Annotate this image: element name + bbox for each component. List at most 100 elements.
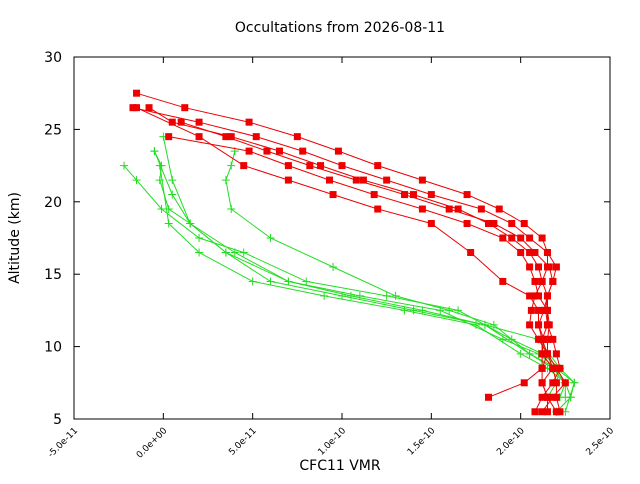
data-point (155, 176, 164, 185)
data-point (334, 147, 342, 155)
data-point (346, 291, 355, 300)
data-point (561, 379, 569, 387)
series-red-3 (165, 133, 569, 416)
data-point (549, 277, 557, 285)
data-point (222, 133, 230, 141)
data-point (552, 408, 560, 416)
data-point (245, 147, 253, 155)
y-tick-label: 15 (44, 267, 62, 283)
data-point (150, 147, 159, 156)
data-point (177, 118, 185, 126)
data-point (526, 321, 534, 329)
data-point (526, 263, 534, 271)
data-point (245, 118, 253, 126)
series-line (148, 107, 561, 412)
data-point (526, 248, 534, 256)
series-red-0 (133, 104, 551, 416)
data-point (306, 162, 314, 170)
x-tick-label: 2.5e-10 (585, 426, 617, 458)
data-point (418, 306, 427, 315)
data-point (157, 161, 166, 170)
data-point (535, 321, 543, 329)
data-point (552, 350, 560, 358)
data-point (516, 349, 525, 358)
data-point (195, 118, 203, 126)
data-point (352, 176, 360, 184)
data-point (284, 277, 293, 286)
series-line (181, 121, 561, 413)
data-point (556, 364, 564, 372)
data-point (538, 393, 546, 401)
series-line (159, 165, 572, 413)
data-point (538, 364, 546, 372)
data-point (168, 176, 177, 185)
series-green-2 (155, 161, 575, 416)
data-point (467, 248, 475, 256)
data-point (427, 191, 435, 199)
x-axis-label: CFC11 VMR (299, 458, 381, 474)
data-point (409, 191, 417, 199)
data-point (383, 176, 391, 184)
x-tick-label: -5.0e-11 (46, 426, 80, 460)
series-red-2 (129, 104, 560, 416)
data-point (263, 147, 271, 155)
data-point (164, 219, 173, 228)
data-point (284, 162, 292, 170)
data-point (499, 234, 507, 242)
series-line (168, 136, 566, 413)
data-point (445, 205, 453, 213)
data-point (543, 335, 551, 343)
x-tick-label: 1.0e-10 (317, 426, 349, 458)
series-red-1 (145, 104, 564, 416)
data-point (490, 220, 498, 228)
data-point (359, 176, 367, 184)
data-point (527, 306, 535, 314)
data-point (520, 379, 528, 387)
data-point (427, 220, 435, 228)
data-point (538, 408, 546, 416)
data-point (320, 291, 329, 300)
series-line (136, 107, 548, 412)
data-point (418, 176, 426, 184)
data-point (531, 248, 539, 256)
x-tick-label: 0.0e+00 (135, 426, 170, 461)
series-line (162, 136, 575, 413)
data-point (543, 321, 551, 329)
data-point (165, 133, 173, 141)
data-point (477, 205, 485, 213)
data-point (552, 263, 560, 271)
data-point (526, 234, 534, 242)
x-tick-label: 2.0e-10 (495, 426, 527, 458)
series-line (132, 107, 557, 413)
data-point (543, 393, 551, 401)
series-green-0 (159, 132, 579, 416)
data-point (293, 133, 301, 141)
data-point (543, 350, 551, 358)
data-point (240, 162, 248, 170)
data-point (329, 191, 337, 199)
data-point (549, 364, 557, 372)
data-point (221, 176, 230, 185)
data-point (538, 234, 546, 242)
data-point (400, 306, 409, 315)
data-point (391, 291, 400, 300)
data-point (549, 335, 557, 343)
data-point (374, 205, 382, 213)
data-point (168, 190, 177, 199)
data-point (284, 176, 292, 184)
data-point (538, 335, 546, 343)
data-point (248, 277, 257, 286)
data-point (535, 335, 543, 343)
data-point (535, 263, 543, 271)
data-point (266, 234, 275, 242)
series-line (225, 150, 566, 398)
chart-title: Occultations from 2026-08-11 (235, 20, 445, 36)
data-point (181, 104, 189, 112)
data-point (538, 379, 546, 387)
data-point (535, 292, 543, 300)
series-line (153, 150, 566, 398)
data-point (531, 408, 539, 416)
data-point (418, 205, 426, 213)
y-tick-label: 25 (44, 122, 62, 138)
